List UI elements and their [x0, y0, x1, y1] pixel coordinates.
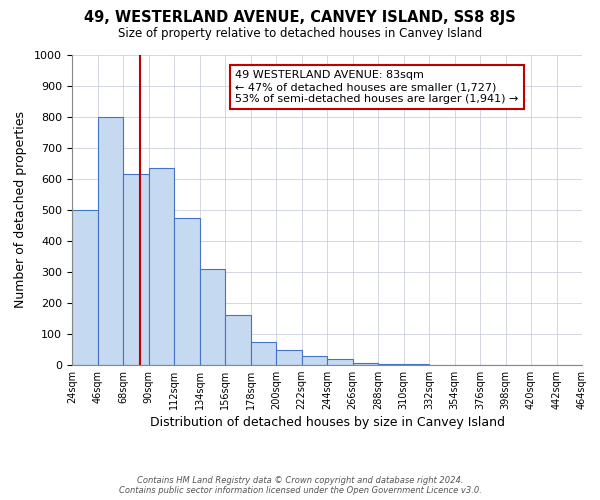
- Bar: [276, 350, 302, 365]
- Bar: [97, 117, 123, 365]
- Bar: [72, 210, 97, 365]
- Bar: [251, 342, 276, 365]
- Text: 49 WESTERLAND AVENUE: 83sqm
← 47% of detached houses are smaller (1,727)
53% of : 49 WESTERLAND AVENUE: 83sqm ← 47% of det…: [235, 70, 518, 104]
- Text: 49, WESTERLAND AVENUE, CANVEY ISLAND, SS8 8JS: 49, WESTERLAND AVENUE, CANVEY ISLAND, SS…: [84, 10, 516, 25]
- Bar: [174, 218, 199, 365]
- X-axis label: Distribution of detached houses by size in Canvey Island: Distribution of detached houses by size …: [149, 416, 505, 430]
- Bar: [199, 269, 225, 365]
- Bar: [123, 174, 149, 365]
- Text: Size of property relative to detached houses in Canvey Island: Size of property relative to detached ho…: [118, 28, 482, 40]
- Bar: [378, 364, 404, 365]
- Text: Contains HM Land Registry data © Crown copyright and database right 2024.
Contai: Contains HM Land Registry data © Crown c…: [119, 476, 481, 495]
- Bar: [404, 364, 429, 365]
- Bar: [327, 359, 353, 365]
- Bar: [353, 362, 378, 365]
- Bar: [302, 356, 327, 365]
- Bar: [225, 316, 251, 365]
- Y-axis label: Number of detached properties: Number of detached properties: [14, 112, 28, 308]
- Bar: [149, 168, 174, 365]
